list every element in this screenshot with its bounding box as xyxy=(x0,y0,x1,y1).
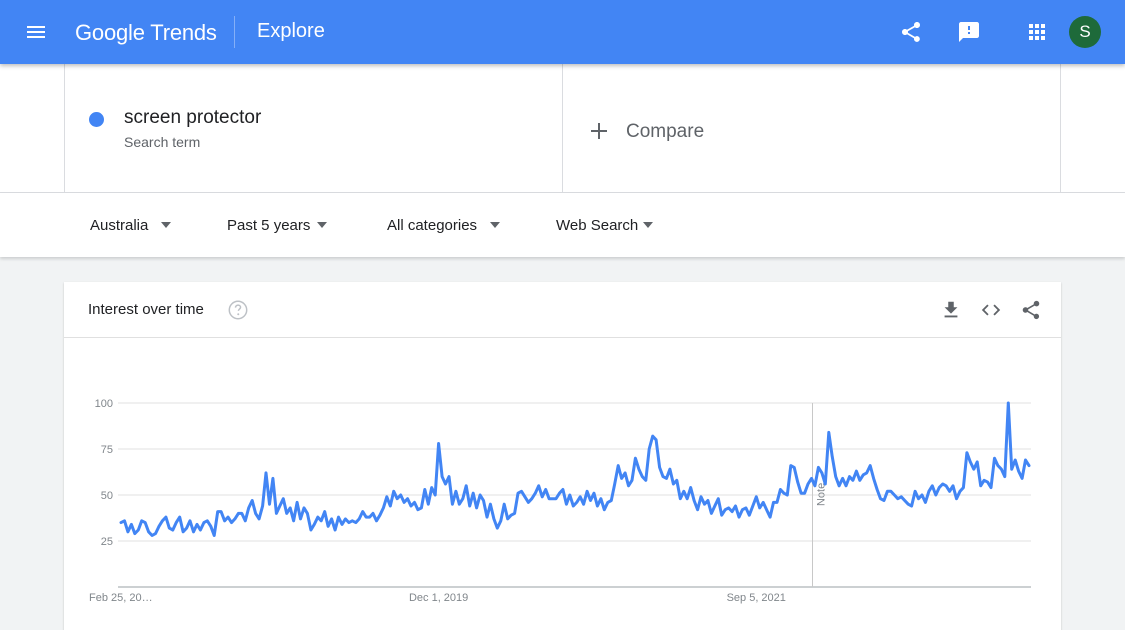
feedback-icon[interactable] xyxy=(957,20,981,44)
card-title: Interest over time xyxy=(88,301,204,318)
compare-button[interactable]: Compare xyxy=(562,64,1061,193)
account-avatar[interactable]: S xyxy=(1069,16,1101,48)
category-filter[interactable]: All categories xyxy=(387,217,478,234)
hamburger-menu-icon[interactable] xyxy=(24,20,48,44)
share-icon[interactable] xyxy=(899,20,923,44)
interest-line-chart[interactable]: 25 50 75 100 Feb 25, 20… Dec 1, 2019 Sep 5, 2… xyxy=(64,338,1061,630)
share-icon[interactable] xyxy=(1020,299,1042,321)
x-axis-ticks: Feb 25, 20… Dec 1, 2019 Sep 5, 2021 xyxy=(89,592,786,604)
search-terms-bar: screen protector Search term Compare xyxy=(0,64,1125,193)
series-line-screen-protector xyxy=(119,401,1031,537)
y-tick-label: 75 xyxy=(101,444,113,456)
y-axis-ticks: 25 50 75 100 xyxy=(95,398,113,548)
card-header: Interest over time xyxy=(64,282,1061,338)
download-icon[interactable] xyxy=(940,299,962,321)
search-term-card[interactable]: screen protector Search term xyxy=(64,64,563,193)
interest-over-time-card: Interest over time 25 50 75 100 Feb 25, 20…… xyxy=(64,282,1061,630)
plus-icon xyxy=(591,123,607,139)
x-tick-label: Dec 1, 2019 xyxy=(409,592,468,604)
y-tick-label: 25 xyxy=(101,536,113,548)
logo-trends: Trends xyxy=(150,20,217,45)
region-filter[interactable]: Australia xyxy=(90,217,149,234)
embed-code-icon[interactable] xyxy=(980,299,1002,321)
time-range-filter[interactable]: Past 5 years xyxy=(227,217,311,234)
chevron-down-icon[interactable] xyxy=(317,222,327,228)
help-icon[interactable] xyxy=(227,299,249,321)
header-divider xyxy=(234,16,235,48)
search-term-name[interactable]: screen protector xyxy=(124,107,262,128)
filter-bar: Australia Past 5 years All categories We… xyxy=(0,193,1125,257)
chart-annotation: Note xyxy=(811,403,827,587)
y-tick-label: 100 xyxy=(95,398,113,410)
search-term-type: Search term xyxy=(124,134,201,150)
x-tick-label: Sep 5, 2021 xyxy=(727,592,786,604)
page-title: Explore xyxy=(257,20,325,42)
chevron-down-icon[interactable] xyxy=(490,222,500,228)
apps-grid-icon[interactable] xyxy=(1025,20,1049,44)
compare-label: Compare xyxy=(626,121,705,142)
logo-google: Google xyxy=(75,20,145,45)
top-app-bar: Google Trends Explore S xyxy=(0,0,1125,64)
annotation-label[interactable]: Note xyxy=(815,483,827,506)
series-color-dot xyxy=(89,112,104,127)
search-type-filter[interactable]: Web Search xyxy=(556,217,639,234)
y-tick-label: 50 xyxy=(101,490,113,502)
google-trends-logo[interactable]: Google Trends xyxy=(75,20,217,46)
x-tick-label: Feb 25, 20… xyxy=(89,592,153,604)
chevron-down-icon[interactable] xyxy=(161,222,171,228)
chevron-down-icon[interactable] xyxy=(643,222,653,228)
